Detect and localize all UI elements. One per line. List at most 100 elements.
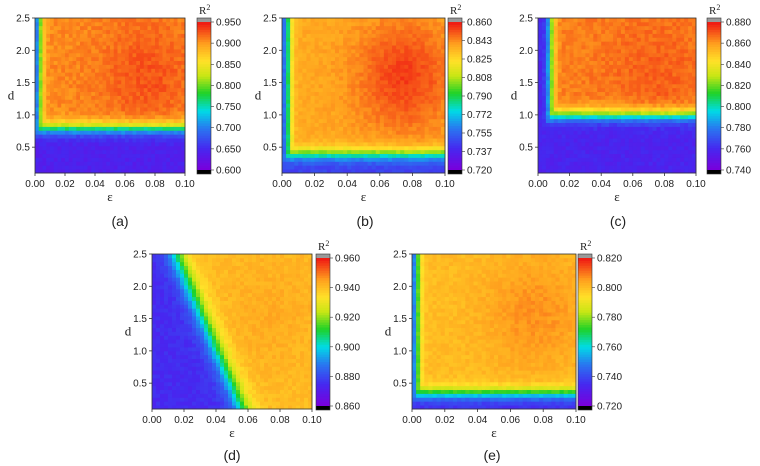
- heatmap-cell: [585, 83, 590, 89]
- heatmap-cell: [684, 25, 689, 31]
- heatmap-cell: [282, 80, 287, 85]
- heatmap-cell: [151, 157, 156, 162]
- heatmap-cell: [636, 169, 642, 174]
- colorbar-segment: [197, 44, 211, 48]
- heatmap-cell: [121, 118, 126, 124]
- heatmap-cell: [416, 114, 421, 120]
- heatmap-cell: [298, 118, 303, 124]
- heatmap-cell: [420, 130, 426, 135]
- heatmap-cell: [404, 52, 409, 58]
- heatmap-cell: [113, 161, 118, 166]
- heatmap-cell: [541, 118, 547, 124]
- heatmap-cell: [387, 138, 393, 143]
- heatmap-cell: [147, 103, 152, 108]
- heatmap-cell: [143, 45, 148, 50]
- heatmap-cell: [87, 80, 92, 85]
- heatmap-cell: [652, 145, 657, 151]
- heatmap-cell: [162, 72, 167, 77]
- heatmap-cell: [83, 161, 88, 166]
- heatmap-cell: [601, 37, 606, 42]
- heatmap-cell: [91, 72, 96, 77]
- heatmap-cell: [322, 153, 328, 158]
- heatmap-cell: [371, 60, 377, 65]
- heatmap-cell: [632, 130, 638, 135]
- heatmap-cell: [416, 49, 421, 54]
- heatmap-cell: [404, 91, 409, 96]
- heatmap-cell: [166, 18, 171, 23]
- heatmap-cell: [310, 83, 315, 89]
- heatmap-cell: [286, 145, 291, 151]
- heatmap-cell: [65, 37, 70, 42]
- heatmap-cell: [162, 37, 167, 42]
- heatmap-cell: [652, 37, 657, 42]
- heatmap-cell: [76, 142, 81, 147]
- heatmap-cell: [80, 52, 85, 58]
- heatmap-cell: [432, 145, 438, 151]
- heatmap-cell: [363, 130, 368, 135]
- heatmap-cell: [61, 83, 66, 89]
- heatmap-cell: [359, 157, 364, 162]
- heatmap-cell: [302, 49, 307, 54]
- heatmap-cell: [387, 87, 393, 93]
- heatmap-cell: [371, 25, 377, 31]
- heatmap-cell: [569, 29, 574, 34]
- heatmap-cell: [412, 80, 417, 85]
- heatmap-cell: [347, 103, 352, 108]
- heatmap-cell: [581, 25, 586, 31]
- heatmap-cell: [593, 111, 598, 116]
- heatmap-cell: [400, 165, 405, 170]
- heatmap-cell: [343, 76, 348, 81]
- heatmap-cell: [593, 87, 598, 93]
- heatmap-cell: [387, 99, 393, 104]
- heatmap-cell: [155, 122, 160, 127]
- heatmap-cell: [371, 56, 377, 62]
- heatmap-cell: [601, 169, 606, 174]
- heatmap-cell: [318, 118, 324, 124]
- heatmap-cell: [644, 41, 649, 46]
- heatmap-cell: [151, 103, 156, 108]
- heatmap-cell: [553, 95, 559, 100]
- heatmap-cell: [379, 72, 385, 77]
- heatmap-cell: [609, 122, 614, 127]
- heatmap-cell: [593, 165, 598, 170]
- colorbar-segment: [197, 135, 211, 139]
- heatmap-cell: [636, 52, 642, 58]
- heatmap-cell: [57, 153, 62, 158]
- heatmap-cell: [132, 56, 137, 62]
- heatmap-cell: [125, 45, 130, 50]
- heatmap-cell: [125, 87, 130, 93]
- heatmap-cell: [609, 29, 614, 34]
- heatmap-cell: [581, 134, 586, 139]
- heatmap-cell: [302, 169, 307, 174]
- heatmap-cell: [553, 107, 559, 112]
- heatmap-cell: [128, 68, 133, 73]
- heatmap-cell: [155, 111, 160, 116]
- heatmap-cell: [87, 56, 92, 62]
- heatmap-cell: [76, 111, 81, 116]
- heatmap-cell: [46, 138, 51, 143]
- heatmap-cell: [440, 111, 446, 116]
- heatmap-cell: [322, 165, 328, 170]
- heatmap-cell: [609, 83, 614, 89]
- heatmap-cell: [644, 134, 649, 139]
- heatmap-cell: [318, 41, 324, 46]
- panel-label: (a): [111, 213, 128, 229]
- heatmap-cell: [322, 56, 328, 62]
- heatmap-cell: [408, 64, 413, 69]
- heatmap-cell: [424, 56, 430, 62]
- colorbar-segment: [448, 73, 462, 77]
- heatmap-cell: [383, 80, 389, 85]
- heatmap-cell: [585, 52, 590, 58]
- heatmap-cell: [553, 41, 559, 46]
- heatmap-cell: [652, 18, 657, 23]
- heatmap-cell: [676, 25, 681, 31]
- heatmap-cell: [617, 138, 622, 143]
- heatmap-cell: [351, 157, 356, 162]
- heatmap-cell: [359, 80, 364, 85]
- heatmap-cell: [110, 107, 115, 112]
- heatmap-cell: [95, 80, 100, 85]
- colorbar-segment: [197, 61, 211, 65]
- heatmap-cell: [680, 114, 685, 120]
- heatmap-cell: [282, 169, 287, 174]
- heatmap-cell: [664, 49, 669, 54]
